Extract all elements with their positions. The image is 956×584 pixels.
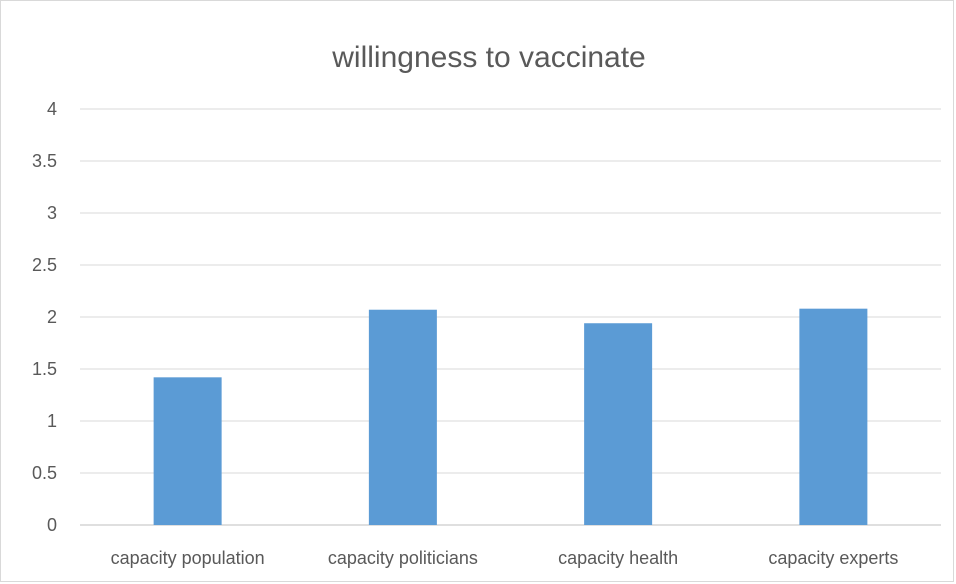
x-category-label: capacity experts (768, 548, 898, 568)
y-tick-label: 1 (47, 411, 57, 431)
x-category-label: capacity politicians (328, 548, 478, 568)
y-tick-label: 2.5 (32, 255, 57, 275)
y-tick-label: 3 (47, 203, 57, 223)
chart-title: willingness to vaccinate (331, 41, 646, 74)
y-tick-label: 0 (47, 515, 57, 535)
y-tick-label: 2 (47, 307, 57, 327)
x-axis-category-labels: capacity population capacity politicians c… (111, 548, 899, 568)
bar (153, 377, 222, 525)
bar (799, 308, 868, 525)
y-axis-tick-labels: 0 0.5 1 1.5 2 2.5 3 3.5 4 (32, 99, 57, 535)
gridlines (80, 108, 941, 526)
bars (153, 308, 868, 525)
x-category-label: capacity health (558, 548, 678, 568)
y-tick-label: 4 (47, 99, 57, 119)
y-tick-label: 0.5 (32, 463, 57, 483)
bar (584, 323, 653, 525)
bar (368, 309, 437, 525)
y-tick-label: 1.5 (32, 359, 57, 379)
y-tick-label: 3.5 (32, 151, 57, 171)
x-category-label: capacity population (111, 548, 265, 568)
